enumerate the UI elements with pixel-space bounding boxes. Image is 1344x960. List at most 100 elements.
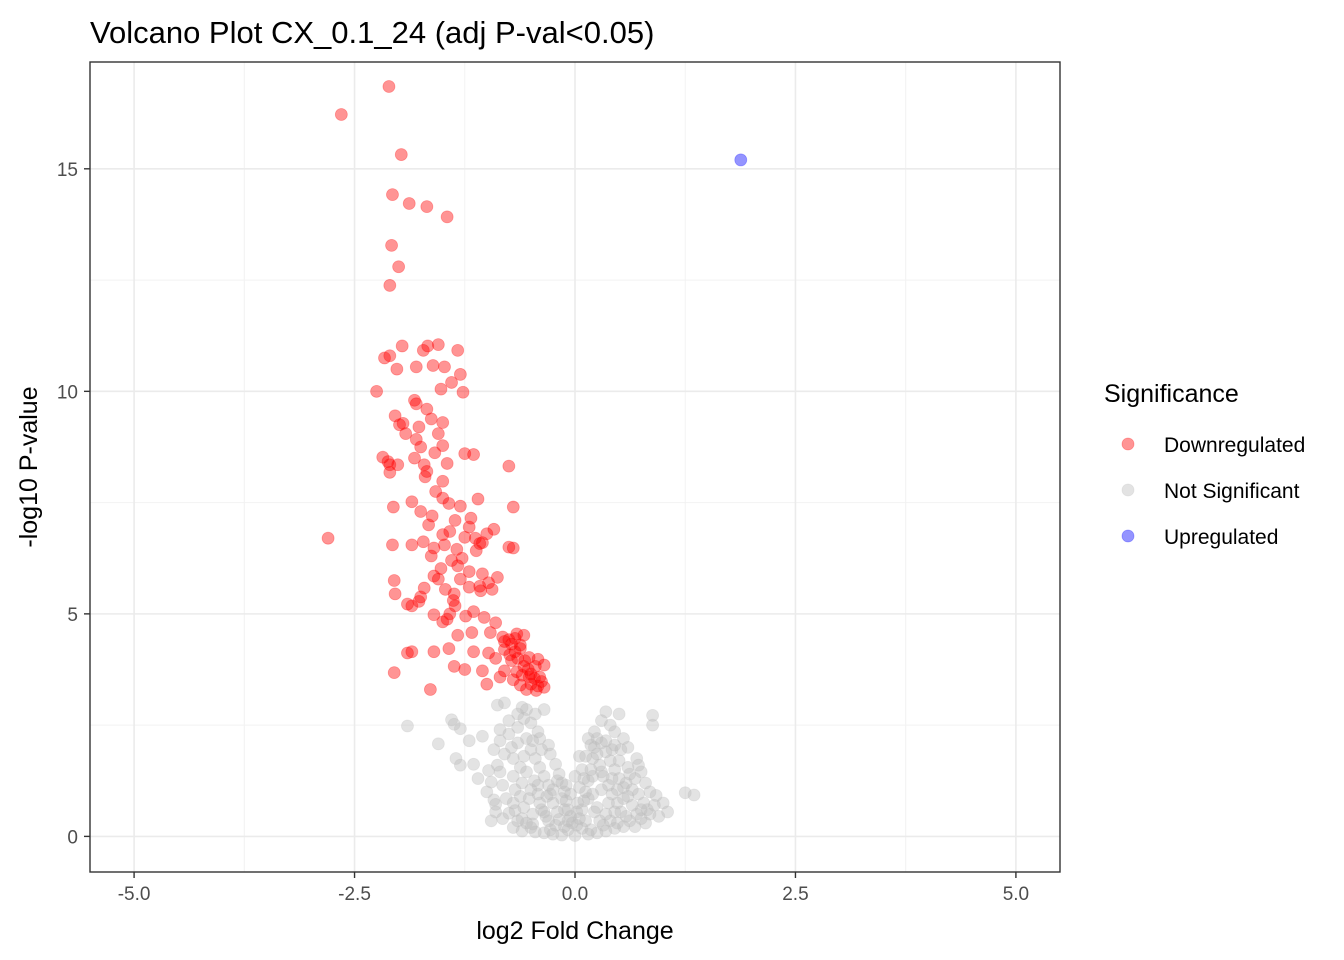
point-downregulated <box>462 565 476 578</box>
point-not-significant <box>590 747 604 761</box>
point-not-significant <box>542 778 555 792</box>
point-not-significant <box>526 734 540 748</box>
point-downregulated <box>416 343 430 357</box>
point-not-significant <box>599 734 613 748</box>
point-not-significant <box>646 718 659 732</box>
point-not-significant <box>593 758 607 772</box>
point-not-significant <box>634 803 648 817</box>
point-not-significant <box>575 763 589 777</box>
point-downregulated <box>537 680 551 694</box>
point-not-significant <box>570 818 584 832</box>
point-not-significant <box>526 807 540 821</box>
point-not-significant <box>573 781 586 794</box>
point-not-significant <box>540 789 554 803</box>
point-not-significant <box>524 716 538 730</box>
point-not-significant <box>588 725 601 739</box>
point-not-significant <box>612 772 626 785</box>
point-not-significant <box>467 757 480 771</box>
point-not-significant <box>517 749 531 763</box>
point-not-significant <box>546 783 560 797</box>
point-not-significant <box>608 763 622 777</box>
point-not-significant <box>476 729 489 743</box>
point-not-significant <box>498 747 511 761</box>
point-not-significant <box>520 732 533 745</box>
point-not-significant <box>539 809 553 823</box>
point-not-significant <box>632 758 645 772</box>
point-not-significant <box>524 743 538 757</box>
point-not-significant <box>520 703 533 716</box>
point-downregulated <box>409 433 423 446</box>
point-downregulated <box>485 582 499 596</box>
point-downregulated <box>508 645 522 659</box>
point-downregulated <box>448 514 462 527</box>
point-downregulated <box>409 397 423 411</box>
point-not-significant <box>535 743 548 757</box>
point-not-significant <box>484 814 498 828</box>
point-not-significant <box>575 821 589 835</box>
point-not-significant <box>502 714 516 728</box>
point-downregulated <box>513 638 527 652</box>
point-not-significant <box>617 820 630 834</box>
point-downregulated <box>399 427 413 441</box>
point-downregulated <box>533 670 547 684</box>
point-downregulated <box>429 485 443 498</box>
legend-entries: Downregulated Not Significant Upregulated <box>1121 434 1305 549</box>
point-not-significant <box>605 743 619 757</box>
y-tick-label: 0 <box>67 827 78 848</box>
y-axis: 0 5 10 15 <box>57 160 90 848</box>
point-not-significant <box>614 743 628 757</box>
point-downregulated <box>474 584 488 598</box>
point-downregulated <box>518 654 532 667</box>
point-downregulated <box>423 683 437 696</box>
point-not-significant <box>513 761 527 774</box>
point-downregulated <box>455 551 469 565</box>
point-downregulated <box>425 509 439 523</box>
point-not-significant <box>506 796 520 810</box>
point-not-significant <box>590 732 604 745</box>
point-downregulated <box>447 587 461 601</box>
point-not-significant <box>502 806 516 820</box>
point-downregulated <box>480 677 494 691</box>
point-not-significant <box>595 714 608 728</box>
point-downregulated <box>496 630 510 644</box>
point-not-significant <box>511 814 525 828</box>
point-not-significant <box>531 787 545 801</box>
point-downregulated <box>436 439 450 453</box>
legend: Significance Downregulated Not Significan… <box>1104 380 1305 549</box>
point-downregulated <box>506 541 520 555</box>
point-downregulated <box>412 420 426 434</box>
point-not-significant <box>515 700 529 714</box>
point-downregulated <box>436 528 450 542</box>
point-downregulated <box>442 642 456 655</box>
point-not-significant <box>561 823 575 837</box>
point-not-significant <box>643 785 657 799</box>
x-tick-label: 0.0 <box>562 884 588 905</box>
point-not-significant <box>619 776 633 790</box>
point-downregulated <box>321 531 335 545</box>
point-not-significant <box>605 787 619 801</box>
point-not-significant <box>531 778 545 792</box>
point-not-significant <box>612 707 626 721</box>
point-not-significant <box>579 749 592 763</box>
point-downregulated <box>467 605 480 619</box>
point-not-significant <box>561 814 575 828</box>
point-downregulated <box>510 665 524 679</box>
point-downregulated <box>468 531 482 545</box>
point-downregulated <box>393 418 406 432</box>
point-downregulated <box>427 645 441 659</box>
chart-title: Volcano Plot CX_0.1_24 (adj P-val<0.05) <box>90 15 654 50</box>
point-not-significant <box>524 783 538 797</box>
point-upregulated <box>734 153 748 167</box>
point-not-significant <box>493 765 507 779</box>
point-downregulated <box>535 675 548 688</box>
point-downregulated <box>498 635 511 648</box>
point-not-significant <box>634 812 648 825</box>
point-not-significant <box>586 752 600 765</box>
point-downregulated <box>522 651 536 664</box>
point-not-significant <box>628 820 642 834</box>
point-downregulated <box>405 645 419 659</box>
point-downregulated <box>401 646 414 660</box>
point-not-significant <box>608 805 622 819</box>
point-downregulated <box>498 664 511 678</box>
point-downregulated <box>502 540 516 554</box>
